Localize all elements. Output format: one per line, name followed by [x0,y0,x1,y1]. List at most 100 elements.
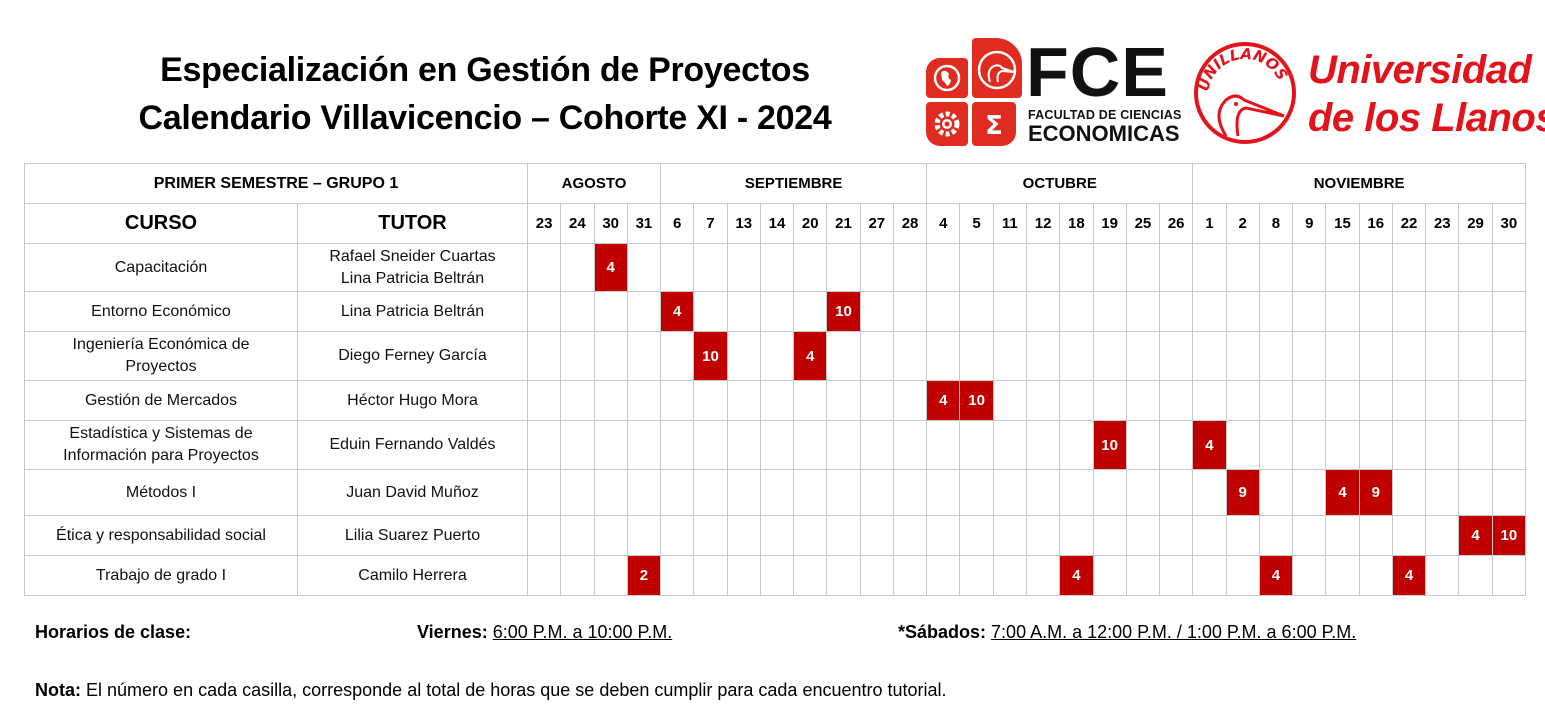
empty-date-cell [1358,331,1393,381]
course-row: Estadística y Sistemas de Información pa… [24,420,1526,470]
empty-date-cell [693,555,728,596]
empty-date-cell [1491,420,1526,470]
empty-date-cell [1192,291,1227,332]
empty-date-cell [1292,243,1327,292]
empty-date-cell [826,555,861,596]
date-header: 23 [526,203,562,244]
date-header: 20 [793,203,828,244]
empty-date-cell [1159,555,1194,596]
empty-date-cell [992,469,1027,516]
unillanos-logo: UNILLANOS Universidad de los Llanos [1192,40,1545,146]
tutor-name: Eduin Fernando Valdés [297,420,528,470]
empty-date-cell [793,469,828,516]
date-header: 16 [1358,203,1393,244]
saturday-label: *Sábados: [898,622,987,642]
date-header: 5 [959,203,994,244]
empty-date-cell [959,291,994,332]
date-header: 2 [1225,203,1260,244]
friday-schedule: Viernes: 6:00 P.M. a 10:00 P.M. [417,622,672,643]
date-header: 31 [626,203,662,244]
empty-date-cell [726,469,761,516]
empty-date-cell [660,380,695,421]
empty-date-cell [793,243,828,292]
calendar-table: PRIMER SEMESTRE – GRUPO 1 AGOSTO SEPTIEMB… [24,163,1526,596]
empty-date-cell [1092,515,1127,556]
empty-date-cell [1059,291,1094,332]
empty-date-cell [1225,380,1260,421]
empty-date-cell [1458,331,1493,381]
date-header: 9 [1292,203,1327,244]
tutor-name: Héctor Hugo Mora [297,380,528,421]
note-text: El número en cada casilla, corresponde a… [86,680,947,700]
empty-date-cell [626,380,662,421]
schedule-label: Horarios de clase: [35,622,192,642]
empty-date-cell [1125,515,1161,556]
empty-date-cell [859,380,894,421]
empty-date-cell [892,469,928,516]
empty-date-cell [1391,243,1427,292]
group-title: PRIMER SEMESTRE – GRUPO 1 [24,163,528,204]
empty-date-cell [1125,380,1161,421]
empty-date-cell [859,420,894,470]
empty-date-cell [526,469,562,516]
empty-date-cell [759,243,795,292]
fce-tiles: Σ [926,38,1022,148]
tutor-name: Lina Patricia Beltrán [297,291,528,332]
empty-date-cell [1458,243,1493,292]
tutor-name-line: Camilo Herrera [358,566,467,584]
session-hours-cell: 4 [1325,469,1360,516]
empty-date-cell [660,420,695,470]
empty-date-cell [826,380,861,421]
date-header: 23 [1425,203,1460,244]
empty-date-cell [526,380,562,421]
empty-date-cell [693,291,728,332]
empty-date-cell [693,420,728,470]
tutor-name: Juan David Muñoz [297,469,528,516]
empty-date-cell [1125,243,1161,292]
empty-date-cell [660,515,695,556]
date-header: 1 [1192,203,1227,244]
empty-date-cell [626,331,662,381]
svg-text:Σ: Σ [985,111,1003,141]
course-row: Trabajo de grado I Camilo Herrera 2 4 4 4 [24,555,1526,596]
empty-date-cell [693,515,728,556]
date-header: 11 [992,203,1027,244]
tutor-name: Camilo Herrera [297,555,528,596]
empty-date-cell [892,515,928,556]
session-hours-cell: 10 [826,291,861,332]
empty-date-cell [959,515,994,556]
empty-date-cell [959,331,994,381]
empty-date-cell [626,243,662,292]
empty-date-cell [593,555,628,596]
empty-date-cell [1491,380,1526,421]
empty-date-cell [726,331,761,381]
empty-date-cell [1092,331,1127,381]
empty-date-cell [826,420,861,470]
empty-date-cell [1391,380,1427,421]
tutor-name-line: Lina Patricia Beltrán [340,302,485,320]
empty-date-cell [1225,515,1260,556]
date-header: 30 [1491,203,1526,244]
empty-date-cell [1358,291,1393,332]
session-hours-cell: 4 [1192,420,1227,470]
empty-date-cell [726,380,761,421]
course-name: Ingeniería Económica de Proyectos [24,331,298,381]
empty-date-cell [1258,469,1294,516]
empty-date-cell [1092,291,1127,332]
empty-date-cell [1059,380,1094,421]
month-header-row: PRIMER SEMESTRE – GRUPO 1 AGOSTO SEPTIEMB… [24,163,1526,204]
course-name: Estadística y Sistemas de Información pa… [24,420,298,470]
empty-date-cell [1192,469,1227,516]
empty-date-cell [1458,555,1493,596]
session-hours-cell: 10 [1092,420,1127,470]
heron-badge-icon: UNILLANOS [1192,40,1298,146]
empty-date-cell [759,380,795,421]
fce-subtitle-1: FACULTAD DE CIENCIAS [1028,108,1182,122]
empty-date-cell [959,469,994,516]
empty-date-cell [1025,380,1061,421]
empty-date-cell [1358,380,1393,421]
date-header: 21 [826,203,861,244]
empty-date-cell [1025,331,1061,381]
empty-date-cell [1225,420,1260,470]
date-header: 28 [892,203,928,244]
